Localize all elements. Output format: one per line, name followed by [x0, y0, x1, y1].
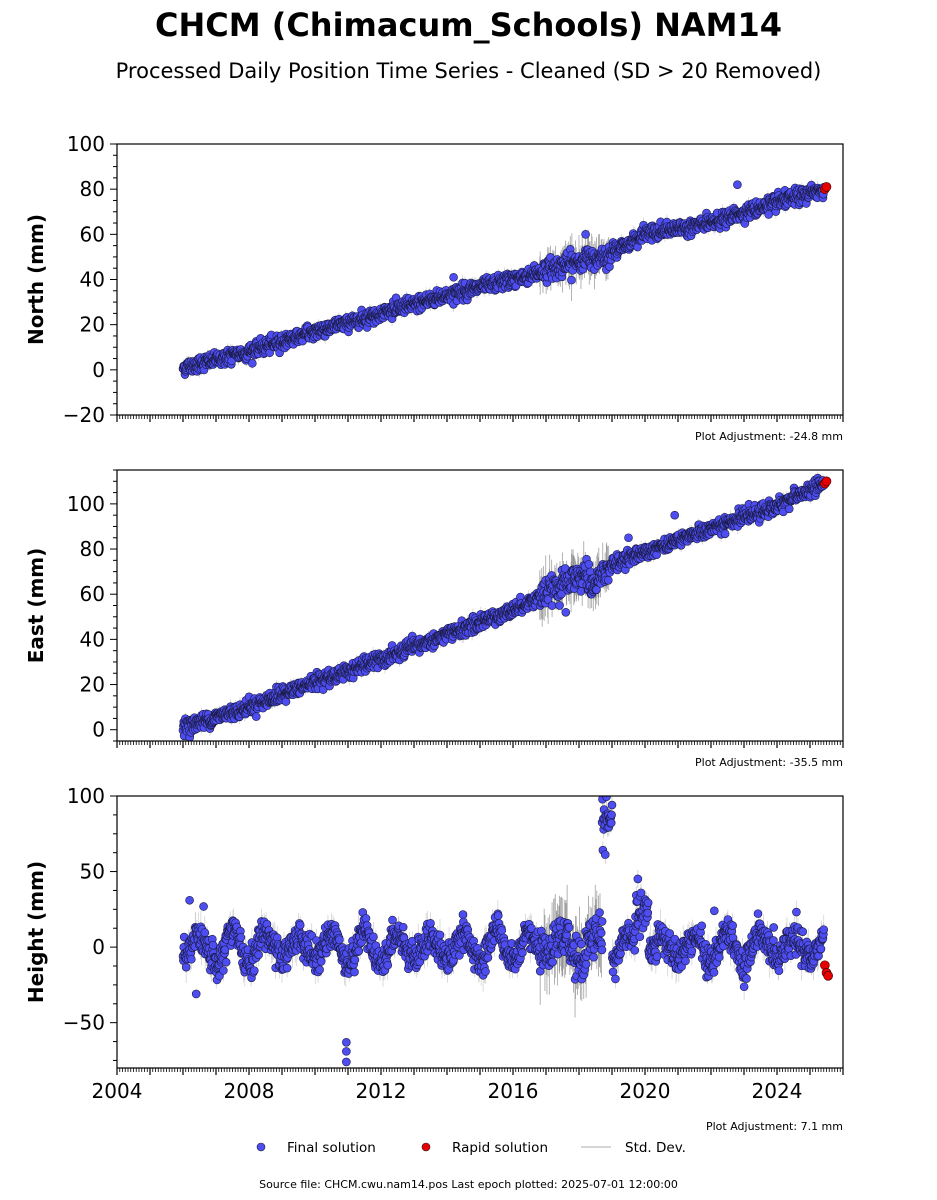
- north-y-axis-label: North (mm): [24, 214, 48, 345]
- north-plot-area: [178, 179, 832, 382]
- north-y-tick-label: 80: [80, 177, 105, 201]
- north-rapid-point: [821, 182, 832, 192]
- north-y-tick-label: 100: [67, 132, 105, 156]
- north-final-point: [248, 359, 257, 368]
- north-y-tick-label: −20: [63, 403, 105, 427]
- east-final-point: [251, 712, 261, 721]
- east-final-point: [604, 575, 613, 585]
- north-y-tick-label: 20: [80, 313, 105, 337]
- north-y-tick-label: 0: [92, 358, 105, 382]
- east-final-point: [547, 601, 557, 610]
- east-final-point: [576, 587, 586, 596]
- north-final-points: [178, 180, 829, 379]
- north-outlier-point: [449, 272, 458, 282]
- figure-title: CHCM (Chimacum_Schools) NAM14: [155, 6, 782, 44]
- figure-subtitle: Processed Daily Position Time Series - C…: [116, 59, 822, 83]
- east-final-point: [555, 601, 564, 610]
- north-final-point: [567, 275, 576, 285]
- north-y-tick-label: 60: [80, 222, 105, 246]
- north-final-point: [764, 210, 773, 219]
- north-outlier-point: [733, 180, 742, 189]
- east-final-point: [584, 560, 594, 569]
- north-plot-adjustment: Plot Adjustment: -24.8 mm: [695, 430, 843, 443]
- north-outlier-point: [581, 230, 590, 239]
- north-panel: −20 0 20 40 60 80 100 North (mm) Plot Adjustment…: [24, 132, 844, 443]
- north-y-tick-label: 40: [80, 268, 105, 292]
